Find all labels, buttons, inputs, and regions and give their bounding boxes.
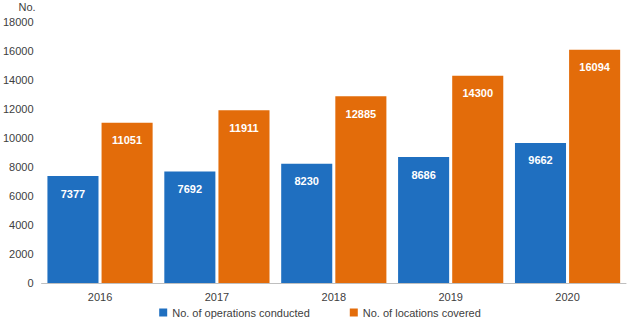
svg-text:4000: 4000	[9, 219, 33, 231]
svg-text:10000: 10000	[3, 132, 34, 144]
svg-text:2017: 2017	[205, 291, 229, 303]
svg-text:6000: 6000	[9, 190, 33, 202]
svg-text:0: 0	[27, 277, 33, 289]
svg-text:2020: 2020	[555, 291, 579, 303]
svg-text:No.: No.	[18, 1, 35, 13]
svg-text:2018: 2018	[322, 291, 346, 303]
svg-text:8230: 8230	[294, 175, 318, 187]
svg-text:14300: 14300	[462, 87, 493, 99]
svg-text:No. of locations covered: No. of locations covered	[363, 307, 481, 319]
svg-text:2019: 2019	[438, 291, 462, 303]
svg-text:7377: 7377	[61, 188, 85, 200]
svg-text:16094: 16094	[579, 61, 610, 73]
svg-text:11911: 11911	[229, 122, 258, 134]
svg-text:2016: 2016	[88, 291, 112, 303]
svg-text:12000: 12000	[3, 103, 34, 115]
svg-text:9662: 9662	[528, 154, 552, 166]
svg-text:14000: 14000	[3, 74, 34, 86]
svg-text:12885: 12885	[346, 108, 377, 120]
svg-text:No. of operations conducted: No. of operations conducted	[172, 307, 310, 319]
svg-text:7692: 7692	[178, 183, 202, 195]
svg-text:18000: 18000	[3, 16, 34, 28]
svg-text:8000: 8000	[9, 161, 33, 173]
svg-text:8686: 8686	[411, 169, 435, 181]
svg-text:16000: 16000	[3, 45, 34, 57]
svg-text:11051: 11051	[112, 134, 142, 146]
svg-text:2000: 2000	[9, 248, 33, 260]
